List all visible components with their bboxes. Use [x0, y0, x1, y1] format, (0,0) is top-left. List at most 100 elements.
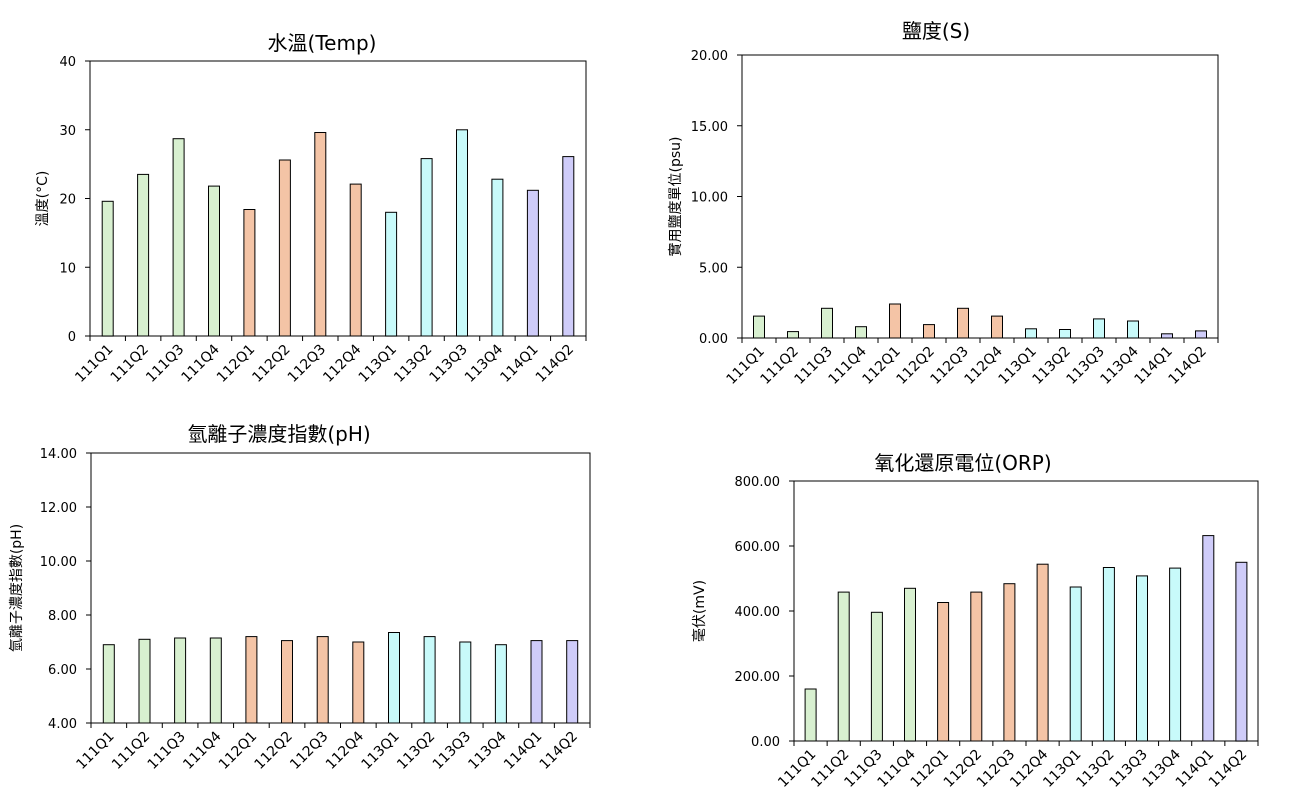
bar-111Q4 — [904, 587, 916, 742]
bar-111Q3 — [821, 307, 833, 339]
y-tick-label: 0 — [68, 330, 76, 345]
plot-frame — [89, 60, 587, 337]
y-tick-label: 20.00 — [691, 49, 728, 64]
bar-111Q4 — [208, 185, 220, 337]
bar-111Q2 — [837, 591, 850, 742]
bar-111Q2 — [138, 638, 151, 724]
bar-111Q3 — [174, 637, 187, 724]
bar-113Q1 — [1025, 328, 1037, 339]
bar-112Q2 — [278, 159, 291, 337]
y-axis-label: 溫度(°C) — [35, 171, 51, 227]
x-tick-label: 112Q2 — [249, 342, 293, 386]
bar-111Q3 — [172, 138, 185, 337]
bar-113Q3 — [459, 641, 472, 724]
chart-title: 水溫(Temp) — [268, 31, 377, 55]
chart-2: 鹽度(S) 實用鹽度單位(psu) 0.00 5.00 10.00 15.00 20.00 1… — [667, 19, 1219, 388]
bar-114Q2 — [1195, 330, 1207, 339]
bar-113Q4 — [494, 644, 507, 724]
y-tick-label: 5.00 — [699, 261, 728, 276]
bar-112Q1 — [937, 602, 950, 742]
plot-frame — [793, 480, 1259, 742]
y-tick-label: 0.00 — [751, 735, 780, 750]
bar-112Q1 — [243, 209, 256, 337]
y-tick-label: 4.00 — [48, 717, 77, 732]
x-tick-label: 113Q3 — [427, 342, 471, 386]
bar-112Q2 — [281, 640, 293, 724]
bar-111Q1 — [101, 200, 114, 337]
y-tick-label: 15.00 — [691, 120, 728, 135]
y-tick-label: 20 — [59, 193, 76, 208]
bar-114Q1 — [530, 640, 543, 724]
bar-111Q4 — [209, 637, 222, 724]
bar-112Q3 — [957, 307, 969, 339]
y-tick-label: 200.00 — [735, 670, 781, 685]
x-tick-label: 114Q1 — [501, 729, 545, 773]
x-tick-label: 112Q1 — [214, 342, 258, 386]
x-tick-label: 113Q1 — [358, 729, 402, 773]
chart-title: 鹽度(S) — [902, 19, 970, 43]
x-tick-label: 111Q3 — [143, 342, 187, 386]
x-tick-label: 113Q2 — [394, 729, 438, 773]
x-tick-label: 112Q1 — [216, 729, 260, 773]
bar-111Q1 — [753, 315, 765, 339]
y-tick-label: 14.00 — [40, 447, 77, 462]
y-tick-label: 6.00 — [48, 663, 77, 678]
y-tick-label: 0.00 — [699, 332, 728, 347]
x-tick-label: 112Q4 — [323, 728, 367, 772]
bar-112Q1 — [889, 303, 901, 339]
y-tick-label: 10.00 — [691, 191, 728, 206]
y-tick-label: 8.00 — [48, 609, 77, 624]
x-tick-label: 112Q4 — [320, 341, 364, 385]
bar-113Q3 — [1093, 318, 1105, 339]
y-tick-label: 12.00 — [40, 501, 77, 516]
x-tick-label: 112Q3 — [287, 729, 331, 773]
bar-111Q2 — [137, 173, 150, 337]
chart-title: 氫離子濃度指數(pH) — [187, 422, 370, 446]
x-tick-label: 113Q2 — [391, 342, 435, 386]
plot-frame — [741, 54, 1219, 339]
bar-114Q1 — [1202, 535, 1215, 742]
bar-111Q4 — [855, 326, 867, 339]
x-tick-label: 114Q2 — [533, 342, 577, 386]
bar-111Q3 — [870, 611, 883, 742]
bar-113Q1 — [388, 632, 400, 724]
bar-112Q2 — [970, 591, 983, 742]
y-axis-label: 毫伏(mV) — [691, 580, 708, 642]
bar-111Q1 — [102, 644, 115, 724]
x-tick-label: 111Q2 — [109, 729, 153, 773]
x-tick-label: 111Q4 — [179, 341, 223, 385]
bar-114Q2 — [562, 156, 575, 337]
y-tick-label: 30 — [59, 124, 76, 139]
bar-112Q3 — [314, 132, 327, 337]
x-tick-label: 113Q1 — [356, 342, 400, 386]
bar-112Q4 — [991, 315, 1003, 339]
x-tick-label: 111Q1 — [72, 342, 116, 386]
bar-112Q3 — [1003, 583, 1016, 742]
bar-113Q3 — [1136, 575, 1148, 742]
bar-113Q2 — [1059, 329, 1071, 339]
y-tick-label: 10.00 — [40, 555, 77, 570]
bar-112Q4 — [349, 183, 362, 337]
x-tick-label: 113Q4 — [465, 728, 509, 772]
x-tick-label: 114Q2 — [537, 729, 581, 773]
x-tick-label: 111Q1 — [73, 729, 117, 773]
bar-112Q4 — [1036, 563, 1049, 742]
chart-4: 氧化還原電位(ORP) 毫伏(mV) 0.00 200.00 400.00 600.00 8… — [691, 451, 1259, 791]
x-tick-label: 111Q4 — [180, 728, 224, 772]
x-tick-label: 113Q4 — [462, 341, 506, 385]
x-tick-label: 112Q2 — [252, 729, 296, 773]
x-tick-label: 112Q3 — [285, 342, 329, 386]
bar-113Q4 — [1127, 320, 1139, 339]
bar-113Q3 — [456, 129, 468, 337]
chart-title: 氧化還原電位(ORP) — [874, 451, 1051, 475]
bar-113Q2 — [423, 636, 436, 724]
bar-113Q2 — [1102, 567, 1115, 742]
bar-112Q3 — [316, 636, 329, 724]
bar-112Q1 — [245, 636, 258, 724]
bar-113Q1 — [1069, 586, 1082, 742]
bar-111Q1 — [804, 688, 817, 742]
x-tick-label: 113Q3 — [430, 729, 474, 773]
bar-113Q4 — [491, 178, 504, 337]
bar-113Q2 — [420, 158, 433, 337]
y-axis-label: 實用鹽度單位(psu) — [667, 137, 684, 257]
